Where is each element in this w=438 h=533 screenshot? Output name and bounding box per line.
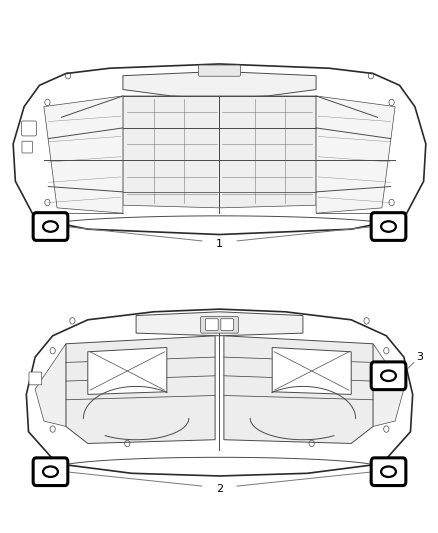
Ellipse shape bbox=[380, 370, 395, 381]
FancyBboxPatch shape bbox=[33, 213, 67, 240]
FancyBboxPatch shape bbox=[200, 317, 238, 333]
Ellipse shape bbox=[43, 221, 58, 232]
Polygon shape bbox=[223, 336, 372, 443]
FancyBboxPatch shape bbox=[21, 121, 36, 136]
Polygon shape bbox=[88, 348, 166, 394]
Polygon shape bbox=[136, 312, 302, 336]
FancyBboxPatch shape bbox=[198, 65, 240, 76]
Polygon shape bbox=[372, 344, 403, 426]
FancyBboxPatch shape bbox=[220, 319, 233, 330]
Polygon shape bbox=[35, 344, 66, 426]
Text: 2: 2 bbox=[215, 484, 223, 494]
FancyBboxPatch shape bbox=[205, 319, 218, 330]
Polygon shape bbox=[123, 96, 219, 208]
Polygon shape bbox=[315, 96, 394, 213]
FancyBboxPatch shape bbox=[29, 372, 42, 385]
Ellipse shape bbox=[380, 466, 395, 477]
Polygon shape bbox=[123, 71, 315, 98]
Text: 3: 3 bbox=[415, 352, 422, 362]
Polygon shape bbox=[66, 336, 215, 443]
Text: 1: 1 bbox=[215, 239, 223, 248]
Polygon shape bbox=[44, 96, 123, 213]
FancyBboxPatch shape bbox=[22, 141, 32, 153]
Polygon shape bbox=[13, 64, 425, 235]
FancyBboxPatch shape bbox=[371, 362, 405, 390]
Polygon shape bbox=[219, 96, 315, 208]
FancyBboxPatch shape bbox=[371, 458, 405, 486]
Polygon shape bbox=[272, 348, 350, 394]
Polygon shape bbox=[26, 309, 412, 476]
Ellipse shape bbox=[43, 466, 58, 477]
Ellipse shape bbox=[380, 221, 395, 232]
FancyBboxPatch shape bbox=[33, 458, 67, 486]
FancyBboxPatch shape bbox=[371, 213, 405, 240]
